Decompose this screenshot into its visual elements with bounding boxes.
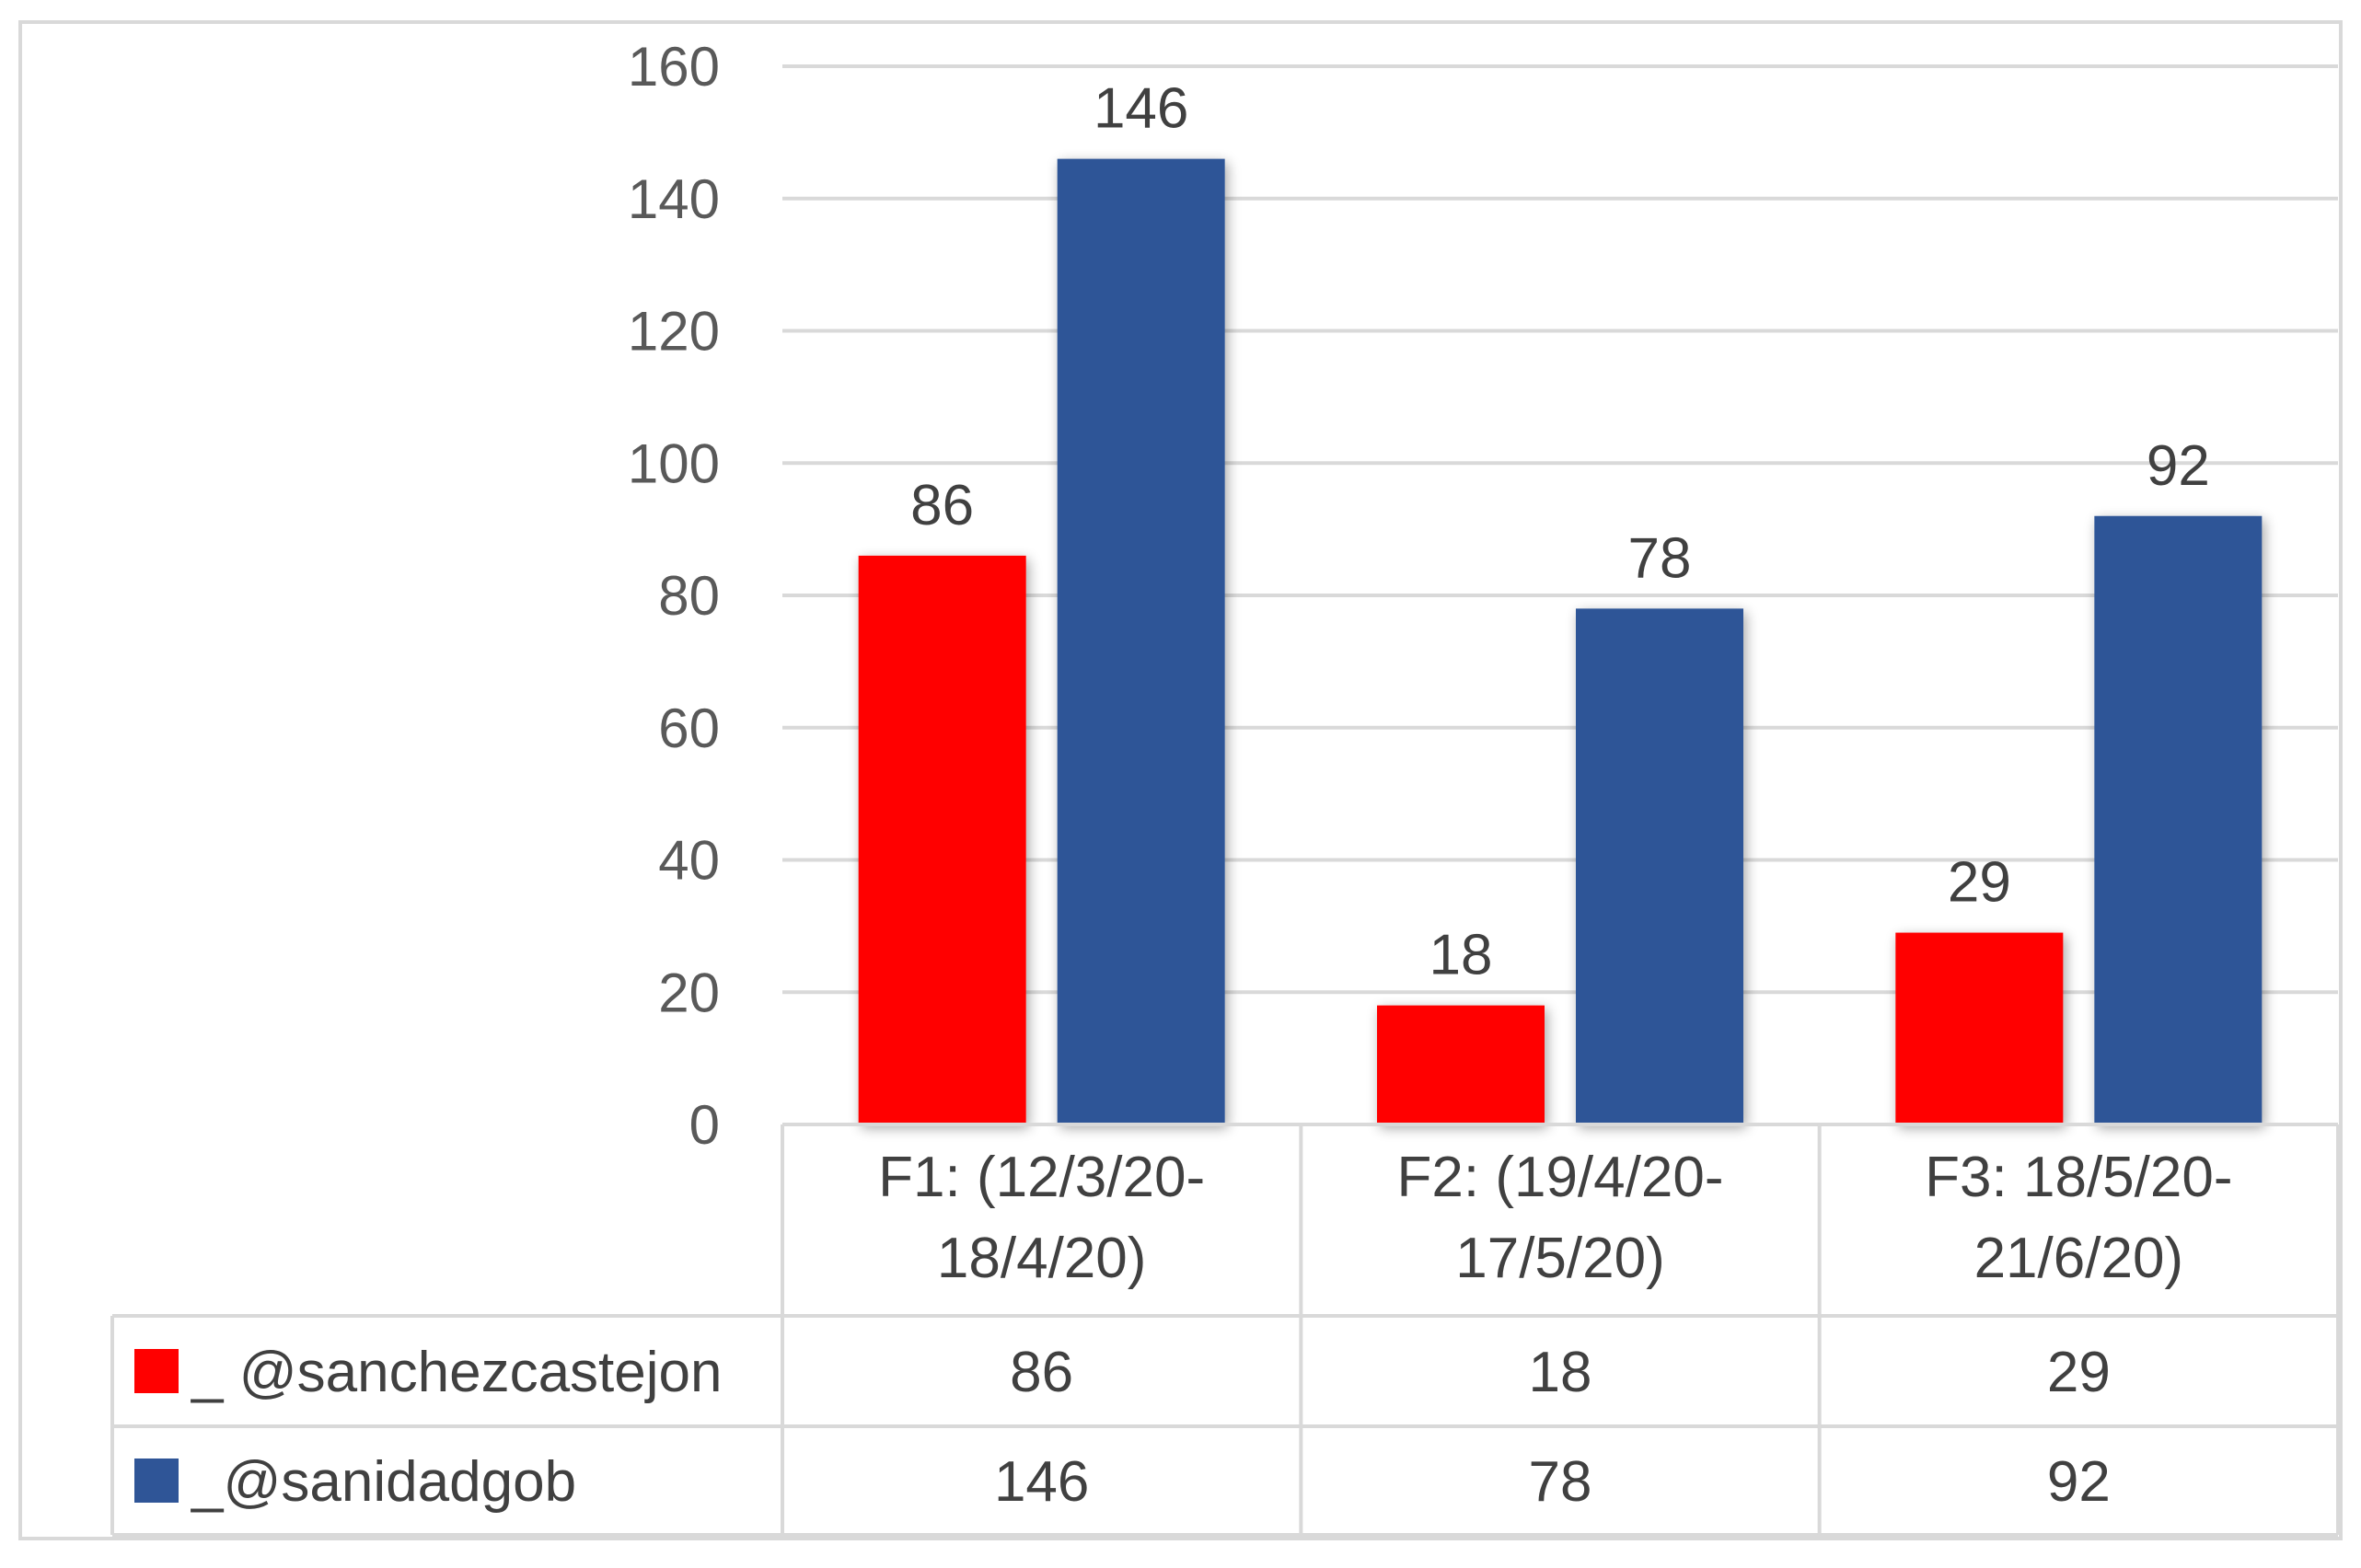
y-tick-label: 120 [628,301,720,363]
category-label: 21/6/20) [1974,1227,2184,1290]
data-label: 86 [910,474,974,537]
bar [2094,515,2263,1124]
y-tick-label: 140 [628,168,720,230]
table-cell: 86 [1010,1341,1073,1404]
bar [1057,158,1225,1124]
table-cell: 18 [1529,1341,1592,1404]
legend-label: _ @sanchezcastejon [191,1341,723,1404]
y-tick-label: 100 [628,432,720,494]
y-tick-label: 60 [658,698,720,759]
data-label: 18 [1429,924,1493,987]
bar [1377,1005,1545,1124]
data-label: 146 [1094,77,1188,141]
category-label: F1: (12/3/20- [878,1146,1205,1209]
table-cell: 29 [2047,1341,2111,1404]
bar [858,555,1026,1124]
bar [1576,608,1743,1124]
table-cell: 78 [1529,1450,1592,1514]
category-label: 18/4/20) [937,1227,1147,1290]
data-label: 29 [1948,851,2011,915]
legend-label: _@sanidadgob [191,1450,576,1514]
y-tick-label: 40 [658,830,720,892]
y-tick-label: 160 [628,36,720,98]
table-cell: 92 [2047,1450,2111,1514]
category-label: 17/5/20) [1455,1227,1665,1290]
data-table: F1: (12/3/20- 18/4/20) F2: (19/4/20- 17/5/2… [110,1123,2340,1537]
legend-key [134,1458,179,1503]
gridlines [782,64,2338,995]
legend-key [134,1349,179,1393]
data-labels: 86 146 18 78 29 92 [910,77,2210,987]
bar [1895,932,2064,1124]
table-cell: 146 [994,1450,1089,1514]
y-tick-label: 80 [658,565,720,627]
data-label: 92 [2147,434,2210,498]
category-label: F2: (19/4/20- [1397,1146,1724,1209]
bars [858,158,2263,1124]
y-tick-label: 0 [689,1094,720,1156]
chart-frame [18,20,2343,1540]
y-tick-label: 20 [658,962,720,1023]
y-axis-ticks: 0 20 40 60 80 100 120 140 160 [628,36,720,1156]
data-label: 78 [1628,526,1692,590]
category-label: F3: 18/5/20- [1925,1146,2232,1209]
